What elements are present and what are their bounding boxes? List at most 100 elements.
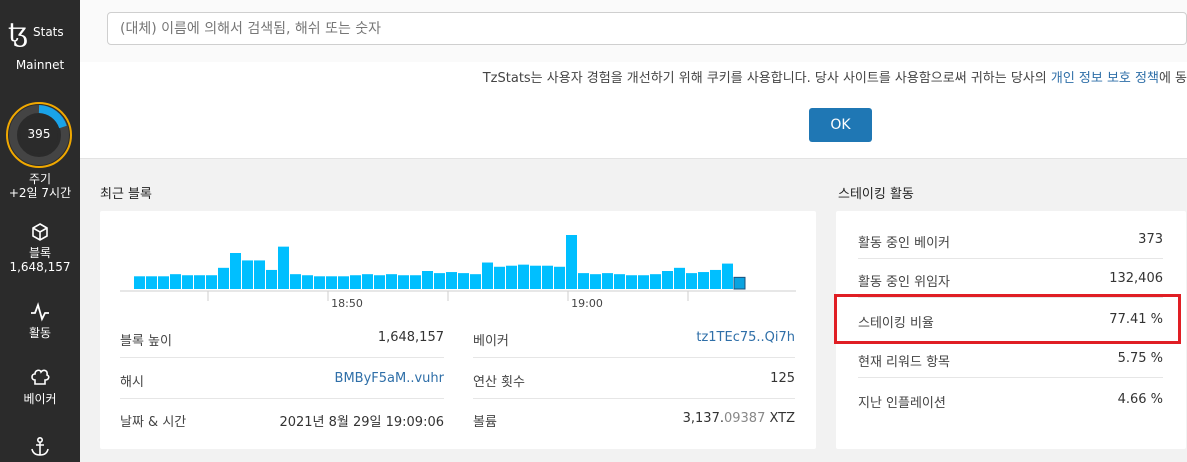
block-bar[interactable] <box>386 274 397 289</box>
block-bar[interactable] <box>350 275 361 289</box>
block-bar[interactable] <box>146 276 157 289</box>
block-bar[interactable] <box>158 276 169 289</box>
cookie-message: TzStats는 사용자 경험을 개선하기 위해 쿠키를 사용합니다. 당사 사… <box>80 67 1187 86</box>
block-bar[interactable] <box>733 276 746 290</box>
staking-ratio-label: 스테이킹 비율 <box>858 316 934 331</box>
sidebar-item-anchor[interactable] <box>0 436 80 462</box>
block-bar[interactable] <box>134 276 145 289</box>
block-bar[interactable] <box>194 275 205 289</box>
cycle-label: 주기 <box>28 172 52 186</box>
recent-blocks-title: 최근 블록 <box>100 187 152 202</box>
block-bar[interactable] <box>314 276 325 289</box>
cube-icon <box>32 223 48 241</box>
cookie-ok-button[interactable]: OK <box>809 108 872 142</box>
block-bar[interactable] <box>182 275 193 289</box>
block-bar[interactable] <box>218 267 229 289</box>
block-bar[interactable] <box>206 275 217 289</box>
recent-blocks-chart[interactable]: 18:50 19:00 <box>120 227 796 307</box>
chart-bars <box>134 235 746 290</box>
bakers-label: 베이커 <box>23 392 57 406</box>
block-bar[interactable] <box>482 262 493 289</box>
cookie-text: TzStats는 사용자 경험을 개선하기 위해 쿠키를 사용합니다. 당사 사… <box>482 71 1051 86</box>
block-bar[interactable] <box>242 260 253 289</box>
baker-label: 베이커 <box>473 334 509 349</box>
block-bar[interactable] <box>674 267 685 289</box>
volume-unit: XTZ <box>765 411 795 426</box>
block-bar[interactable] <box>530 265 541 289</box>
block-bar[interactable] <box>554 266 565 289</box>
block-bar[interactable] <box>254 260 265 289</box>
active-bakers-label: 활동 중인 베이커 <box>858 236 950 251</box>
block-bar[interactable] <box>278 246 289 289</box>
block-bar[interactable] <box>626 275 637 289</box>
block-bar[interactable] <box>602 273 613 289</box>
activity-label: 활동 <box>28 326 52 340</box>
block-bar[interactable] <box>338 276 349 289</box>
block-bar[interactable] <box>290 274 301 289</box>
hash-link[interactable]: BMByF5aM..vuhr <box>334 371 444 386</box>
anchor-icon <box>31 436 49 456</box>
datetime-label: 날짜 & 시간 <box>120 415 187 430</box>
datetime-value: 2021년 8월 29일 19:09:06 <box>279 415 444 430</box>
tzstats-logo[interactable]: ꜩ Stats <box>6 14 76 54</box>
block-bar[interactable] <box>686 273 697 289</box>
divider <box>120 398 444 399</box>
network-label[interactable]: Mainnet <box>15 58 65 72</box>
block-bar[interactable] <box>374 275 385 289</box>
block-bar[interactable] <box>434 273 445 289</box>
block-bar[interactable] <box>398 275 409 289</box>
inflation-value: 4.66 % <box>1117 392 1163 407</box>
block-bar[interactable] <box>422 271 433 289</box>
active-delegators-label: 활동 중인 위임자 <box>858 275 950 290</box>
divider <box>858 377 1163 378</box>
staking-activity-panel: 활동 중인 베이커 373 활동 중인 위임자 132,406 스테이킹 비율 … <box>836 211 1186 449</box>
block-bar[interactable] <box>362 274 373 289</box>
block-bar[interactable] <box>446 272 457 289</box>
operations-label: 연산 횟수 <box>473 375 525 390</box>
block-height-value[interactable]: 1,648,157 <box>377 330 444 345</box>
sidebar-item-bakers[interactable]: 베이커 <box>0 366 80 406</box>
tezos-logo-icon: ꜩ <box>8 18 28 48</box>
sidebar-item-blocks[interactable]: 블록 1,648,157 <box>0 222 80 274</box>
block-bar[interactable] <box>230 253 241 289</box>
block-bar[interactable] <box>470 274 481 289</box>
active-delegators-value: 132,406 <box>1109 271 1163 286</box>
staking-activity-title: 스테이킹 활동 <box>838 187 914 202</box>
block-bar[interactable] <box>698 272 709 289</box>
baker-link[interactable]: tz1TEc75..Qi7h <box>696 330 795 345</box>
block-bar[interactable] <box>326 276 337 289</box>
inflation-row: 지난 인플레이션 4.66 % <box>858 380 1163 418</box>
reward-rate-label: 현재 리워드 항목 <box>858 355 950 370</box>
block-bar[interactable] <box>650 274 661 289</box>
block-bar[interactable] <box>662 271 673 289</box>
search-input[interactable] <box>107 12 1187 45</box>
cycle-time: +2일 7시간 <box>8 186 72 200</box>
privacy-policy-link[interactable]: 개인 정보 보호 정책 <box>1050 71 1159 86</box>
staking-ratio-row: 스테이킹 비율 77.41 % <box>858 300 1163 338</box>
block-bar[interactable] <box>566 235 577 289</box>
block-bar[interactable] <box>518 264 529 289</box>
block-bar[interactable] <box>542 265 553 289</box>
block-bar[interactable] <box>410 275 421 289</box>
block-bar[interactable] <box>722 263 733 289</box>
sidebar-item-activity[interactable]: 활동 <box>0 302 80 340</box>
block-bar[interactable] <box>494 266 505 289</box>
block-bar[interactable] <box>266 269 277 289</box>
block-bar[interactable] <box>302 275 313 289</box>
block-bar[interactable] <box>614 274 625 289</box>
active-bakers-row: 활동 중인 베이커 373 <box>858 220 1163 258</box>
block-bar[interactable] <box>638 275 649 289</box>
blocks-count: 1,648,157 <box>9 260 71 274</box>
block-bar[interactable] <box>506 265 517 289</box>
block-bar[interactable] <box>578 273 589 289</box>
block-bar[interactable] <box>710 269 721 289</box>
divider <box>120 357 444 358</box>
recent-blocks-panel: 18:50 19:00 블록 높이 1,648,157 해시 BMByF5aM.… <box>100 211 816 449</box>
cycle-progress-ring[interactable] <box>5 101 73 169</box>
block-bar[interactable] <box>590 274 601 289</box>
x-tick-label: 18:50 <box>331 297 363 307</box>
reward-rate-value: 5.75 % <box>1117 351 1163 366</box>
block-bar[interactable] <box>170 274 181 289</box>
cycle-info[interactable]: 주기 +2일 7시간 <box>0 172 80 200</box>
block-bar[interactable] <box>458 273 469 289</box>
